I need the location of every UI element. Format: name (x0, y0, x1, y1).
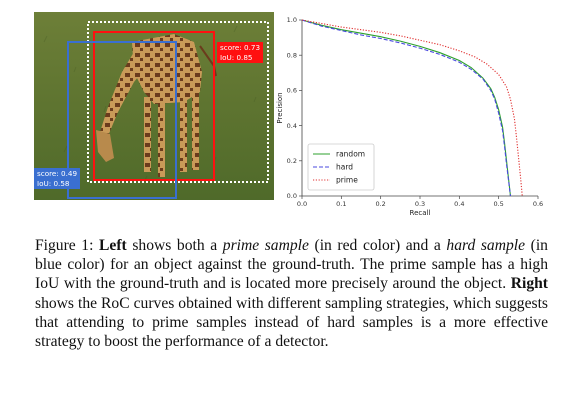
x-tick-label: 0.1 (336, 200, 346, 208)
prime-sample-box (93, 31, 215, 181)
legend: random hard prime (307, 143, 375, 191)
x-tick-label: 0.2 (375, 200, 385, 208)
x-tick-label: 0.4 (454, 200, 464, 208)
prime-iou-text: IoU: 0.85 (220, 52, 253, 62)
legend-label-prime: prime (336, 176, 358, 185)
giraffe (96, 34, 217, 177)
series-line-prime (301, 19, 523, 197)
caption-text-4: shows the RoC curves obtained with diffe… (35, 294, 548, 351)
chart-svg: 0.0 0.1 0.2 0.3 0.4 0.5 0.60.00.20.40.60.81.0 … (276, 16, 544, 217)
legend-label-random: random (336, 150, 365, 159)
caption-figure-label: Figure 1: (35, 237, 100, 254)
legend-label-hard: hard (336, 163, 353, 172)
y-tick-label: 0.6 (287, 87, 297, 95)
prime-score-label: score: 0.73 IoU: 0.85 (217, 42, 264, 63)
x-tick-label: 0.0 (297, 200, 307, 208)
caption-hard-italic: hard sample (446, 237, 526, 254)
caption-prime-italic: prime sample (222, 237, 309, 254)
y-tick-label: 1.0 (287, 16, 297, 24)
caption-text-2: (in red color) and a (308, 237, 447, 254)
y-tick-label: 0.8 (287, 51, 297, 59)
y-tick-label: 0.0 (287, 192, 297, 200)
caption-text-3: (in blue color) for an object against th… (35, 237, 548, 293)
x-tick-label: 0.6 (533, 200, 543, 208)
figure-caption: Figure 1: Left shows both a prime sample… (35, 236, 548, 351)
precision-recall-chart: 0.0 0.1 0.2 0.3 0.4 0.5 0.6 0.0 0.2 0.4 0.6 0.8 1.0 … (272, 8, 572, 230)
hard-score-text: score: 0.49 (37, 169, 78, 178)
series-line-hard (301, 19, 512, 197)
y-axis-label: Precision (276, 92, 284, 123)
prime-score-text: score: 0.73 (220, 43, 261, 52)
caption-right-bold: Right (510, 275, 548, 293)
x-axis-label: Recall (410, 209, 431, 217)
x-tick-label: 0.3 (415, 200, 425, 208)
x-tick-label: 0.5 (493, 200, 503, 208)
hard-score-label: score: 0.49 IoU: 0.58 (34, 168, 81, 189)
axes: 0.0 0.1 0.2 0.3 0.4 0.5 0.6 0.0 0.2 0.4 0.6 0.8 1.0 (287, 16, 544, 208)
y-tick-label: 0.4 (287, 122, 297, 130)
ground-truth-box (87, 21, 269, 183)
caption-text-1: shows both a (126, 237, 223, 254)
caption-left-bold: Left (99, 237, 127, 254)
legend-box (307, 143, 375, 191)
series-lines (301, 19, 523, 197)
hard-iou-text: IoU: 0.58 (37, 178, 70, 188)
y-tick-label: 0.2 (287, 157, 297, 165)
hard-sample-box (67, 41, 177, 199)
